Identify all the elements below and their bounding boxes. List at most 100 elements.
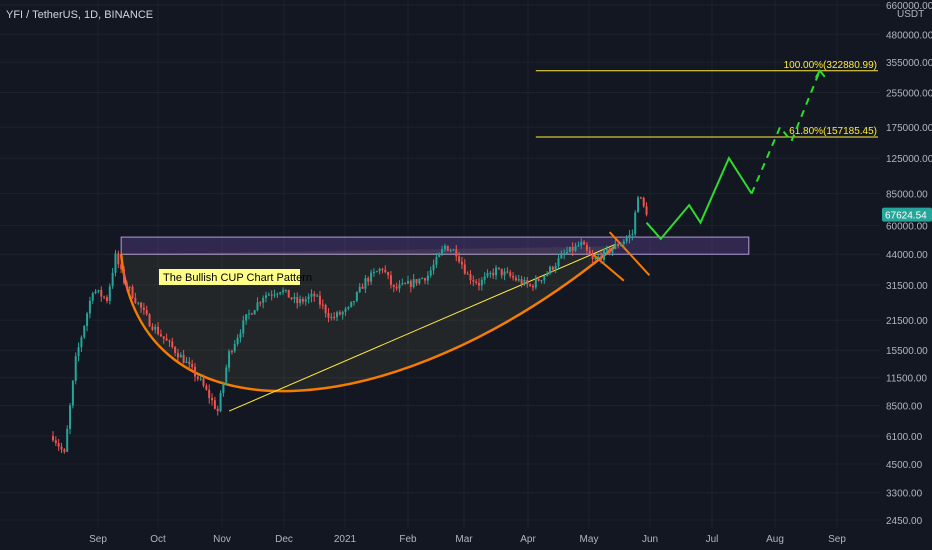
candle-body — [634, 212, 637, 234]
resistance-zone-layer — [120, 236, 750, 255]
candle-body — [148, 314, 151, 327]
candle-body — [100, 290, 103, 297]
candle-body — [378, 268, 381, 272]
last-price-label: 67624.54 — [885, 211, 927, 222]
y-tick-label: 11500.00 — [886, 374, 927, 385]
candle-body — [276, 293, 279, 295]
candle-body — [500, 268, 503, 276]
candle-body — [279, 292, 282, 294]
candle-body — [168, 340, 171, 342]
candle-body — [432, 264, 435, 271]
candle-body — [509, 272, 512, 277]
candle-body — [176, 352, 179, 358]
candle-body — [344, 308, 347, 312]
projection-path-solid — [645, 156, 753, 241]
candle-body — [88, 300, 91, 314]
candle-body — [267, 294, 270, 296]
candlestick-series — [52, 195, 648, 454]
candle-body — [475, 281, 478, 283]
x-tick-label: Jul — [706, 534, 719, 545]
candle-body — [389, 275, 392, 285]
candle-body — [637, 197, 640, 213]
candle-body — [120, 264, 123, 269]
candle-body — [526, 280, 529, 285]
candle-body — [83, 325, 86, 338]
candle-body — [372, 271, 375, 273]
candle-body — [304, 299, 307, 302]
candle-body — [469, 274, 472, 281]
y-tick-label: 8500.00 — [886, 402, 923, 413]
x-tick-label: Apr — [520, 534, 536, 545]
candle-body — [131, 286, 134, 299]
candle-body — [460, 261, 463, 265]
x-tick-label: Jun — [642, 534, 658, 545]
symbol-title: YFI / TetherUS, 1D, BINANCE — [6, 9, 153, 21]
candle-body — [171, 341, 174, 348]
candle-body — [336, 312, 338, 318]
candle-body — [560, 254, 563, 259]
candle-body — [443, 245, 446, 250]
candle-body — [387, 272, 390, 276]
candle-body — [327, 313, 330, 318]
x-tick-label: Oct — [150, 534, 166, 545]
candle-body — [424, 278, 427, 281]
y-tick-label: 480000.00 — [886, 30, 932, 41]
candle-body — [71, 380, 74, 406]
y-tick-label: 4500.00 — [886, 460, 923, 471]
candle-body — [330, 316, 333, 318]
candle-body — [310, 293, 313, 297]
candle-body — [441, 249, 444, 254]
x-tick-label: Feb — [399, 534, 417, 545]
fib-level-label: 61.80%(157185.45) — [789, 126, 877, 137]
handle-line-upper — [608, 231, 651, 276]
time-axis[interactable]: Sep Oct Nov Dec 2021 Feb Mar Apr May Jun Jul Aug Sep — [89, 534, 846, 545]
candle-body — [486, 273, 489, 277]
grid-lines — [0, 0, 880, 528]
candle-body — [523, 280, 526, 285]
candle-body — [259, 302, 262, 304]
candle-body — [188, 361, 191, 364]
y-tick-label: 2450.00 — [886, 516, 923, 527]
candle-body — [407, 280, 409, 284]
candle-body — [199, 378, 202, 380]
projection-arrowhead — [814, 69, 826, 79]
candle-body — [375, 271, 378, 273]
candle-body — [256, 302, 259, 311]
y-tick-label: 3300.00 — [886, 489, 923, 500]
candle-body — [370, 272, 373, 282]
candle-body — [466, 273, 469, 275]
candle-body — [452, 249, 455, 251]
price-axis[interactable]: 2450.00 3300.00 4500.00 6100.00 8500.00 11500… — [886, 1, 932, 527]
candle-body — [458, 256, 461, 262]
candle-body — [537, 278, 540, 281]
candle-body — [597, 256, 600, 258]
candle-body — [57, 443, 60, 447]
candle-body — [631, 233, 634, 235]
candle-body — [591, 255, 594, 260]
candle-body — [125, 282, 128, 287]
candle-body — [361, 286, 364, 289]
candle-body — [222, 382, 225, 394]
candle-body — [324, 304, 327, 314]
candle-body — [358, 286, 361, 293]
candle-body — [307, 296, 310, 300]
candle-body — [338, 312, 341, 315]
annotation-box[interactable] — [159, 269, 300, 285]
candle-body — [262, 297, 265, 303]
candle-body — [54, 440, 57, 444]
y-tick-label: 21500.00 — [886, 316, 928, 327]
candle-body — [253, 310, 256, 315]
candle-body — [611, 248, 614, 253]
candle-body — [347, 306, 350, 309]
x-tick-label: Dec — [275, 534, 293, 545]
candle-body — [333, 316, 336, 318]
x-tick-label: Sep — [828, 534, 846, 545]
candle-body — [108, 286, 111, 301]
candle-body — [617, 244, 620, 247]
candle-body — [69, 405, 72, 429]
candle-body — [245, 314, 248, 321]
candle-body — [514, 277, 517, 281]
candle-body — [316, 295, 319, 297]
